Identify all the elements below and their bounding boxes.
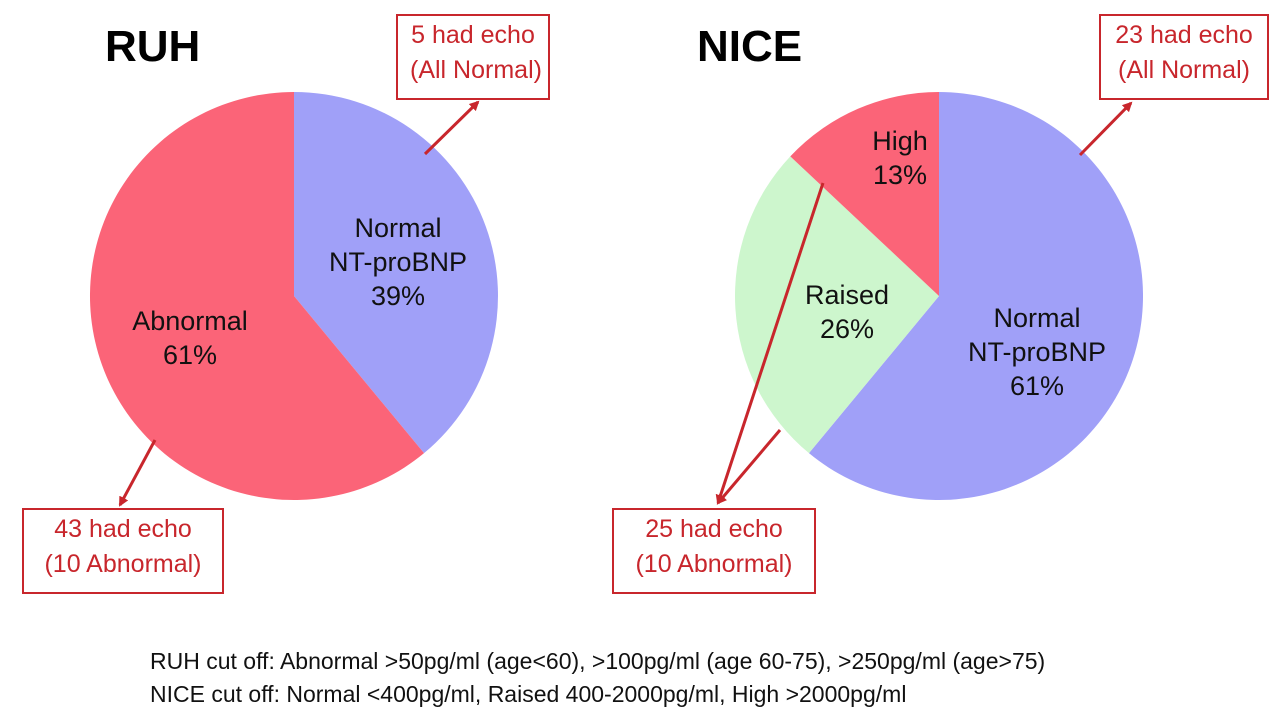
callout-ruh-normal: 5 had echo (All Normal)	[396, 14, 550, 100]
ruh-chart-title: RUH	[105, 22, 201, 71]
callout-nice-normal-line1: 23 had echo	[1115, 21, 1253, 49]
nice-pie-label-high: High 13%	[872, 126, 928, 190]
callout-ruh-normal-line1: 5 had echo	[411, 21, 535, 49]
arrow-nice-normal	[1078, 101, 1133, 157]
arrow-nice-high	[715, 182, 825, 505]
nice-pie-slice-high	[790, 92, 939, 296]
callout-ruh-abnormal: 43 had echo (10 Abnormal)	[22, 508, 224, 594]
callout-ruh-normal-line2: (All Normal)	[410, 56, 542, 84]
nice-chart-title: NICE	[697, 22, 803, 71]
ruh-pie-label-abnormal: Abnormal 61%	[132, 306, 248, 370]
nice-pie: Normal NT-proBNP 61% Raised 26% High 13%	[735, 91, 1144, 500]
callout-ruh-abnormal-line2: (10 Abnormal)	[44, 550, 202, 578]
arrow-nice-raised	[716, 429, 782, 505]
callout-ruh-abnormal-line1: 43 had echo	[54, 515, 192, 543]
ruh-pie-slice-normal	[294, 92, 498, 454]
footnote-ruh-cutoff: RUH cut off: Abnormal >50pg/ml (age<60),…	[150, 648, 1046, 674]
ruh-pie-slice-abnormal	[89, 92, 425, 500]
ruh-pie-label-normal: Normal NT-proBNP 39%	[329, 213, 467, 311]
arrow-ruh-abnormal	[118, 439, 157, 507]
ruh-pie: Normal NT-proBNP 39% Abnormal 61%	[89, 92, 498, 500]
nice-pie-label-raised: Raised 26%	[805, 280, 889, 344]
nice-pie-slice-normal	[808, 91, 1144, 500]
nice-pie-label-normal: Normal NT-proBNP 61%	[968, 303, 1106, 401]
callout-nice-normal-line2: (All Normal)	[1118, 56, 1250, 84]
arrow-ruh-normal	[423, 100, 480, 156]
nice-pie-slice-raised	[735, 156, 939, 454]
callout-nice-raised-line2: (10 Abnormal)	[635, 550, 793, 578]
callout-nice-raised-line1: 25 had echo	[645, 515, 783, 543]
footnote-nice-cutoff: NICE cut off: Normal <400pg/ml, Raised 4…	[150, 681, 907, 707]
callout-nice-normal: 23 had echo (All Normal)	[1099, 14, 1269, 100]
callout-nice-raised-high: 25 had echo (10 Abnormal)	[612, 508, 816, 594]
